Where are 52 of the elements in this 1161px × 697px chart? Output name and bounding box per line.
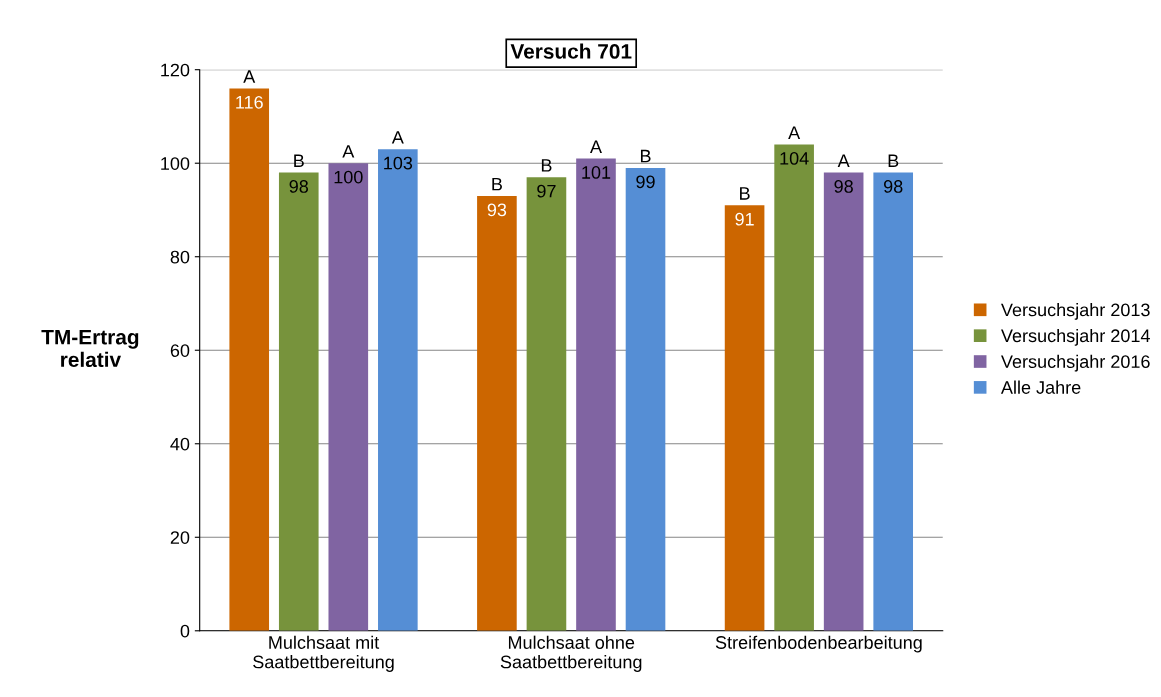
data-label: 93 (487, 203, 507, 217)
annotation: B (640, 149, 651, 163)
annotation: B (492, 177, 502, 191)
bar (477, 195, 517, 631)
bar (774, 144, 814, 631)
legend-label: Alle Jahre (1000, 380, 1081, 394)
annotation: A (788, 126, 801, 139)
bar (625, 167, 666, 631)
y-tick-label: 0 (180, 624, 190, 638)
data-label: 98 (289, 180, 309, 193)
bar (328, 163, 369, 631)
legend-label: Versuchsjahr 2013 (1001, 303, 1150, 320)
data-label: 116 (236, 95, 263, 109)
data-label: 98 (834, 180, 853, 193)
y-tick-label: 100 (161, 157, 190, 170)
annotation: A (391, 131, 404, 144)
x-tick-label: Mulchsaat ohne Saatbettbereitung (500, 635, 642, 672)
data-label: 91 (735, 212, 754, 226)
x-tick-label: Mulchsaat mit Saatbettbereitung (253, 635, 394, 672)
y-axis-title: TM-Ertrag relativ (41, 329, 139, 368)
data-label: 98 (884, 180, 903, 193)
bar (378, 149, 418, 631)
data-label: 103 (384, 156, 413, 170)
bar (576, 158, 616, 631)
data-label: 101 (582, 166, 611, 179)
annotation: B (541, 159, 552, 172)
y-tick-label: 120 (161, 63, 190, 77)
data-label: 104 (780, 152, 809, 165)
bar (823, 172, 864, 631)
data-label: 100 (334, 170, 363, 184)
y-tick-label: 20 (170, 531, 190, 544)
annotation: A (837, 154, 850, 167)
y-tick-label: 60 (170, 344, 190, 357)
x-tick-label: Streifenbodenbearbeitung (715, 635, 922, 653)
annotation: B (740, 187, 750, 200)
bar (229, 88, 270, 631)
annotation: A (589, 140, 602, 153)
y-tick-label: 40 (170, 437, 190, 451)
bar (278, 172, 319, 631)
y-tick-label: 80 (170, 250, 190, 264)
legend-label: Versuchsjahr 2016 (1001, 354, 1150, 372)
legend-label: Versuchsjahr 2014 (1001, 328, 1150, 346)
annotation: B (294, 154, 304, 167)
bar (724, 205, 765, 631)
annotation: A (243, 70, 256, 83)
bar (526, 177, 567, 631)
annotation: A (342, 145, 355, 158)
data-label: 99 (636, 175, 655, 189)
bar (873, 172, 914, 631)
annotation: B (888, 154, 899, 167)
chart-title: Versuch 701 (510, 43, 632, 59)
data-label: 97 (537, 184, 556, 198)
